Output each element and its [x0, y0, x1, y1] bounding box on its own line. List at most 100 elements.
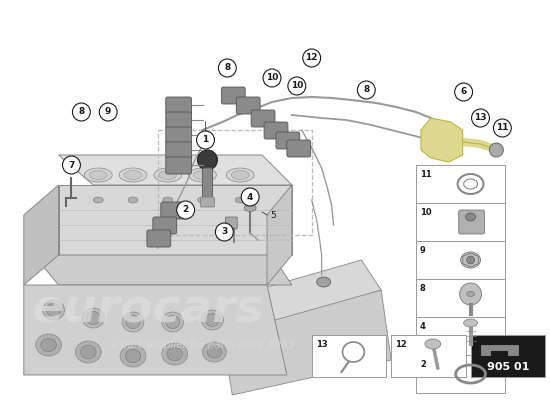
- Text: 7: 7: [68, 160, 75, 170]
- Circle shape: [466, 256, 475, 264]
- Ellipse shape: [235, 197, 245, 203]
- Circle shape: [303, 49, 321, 67]
- Circle shape: [73, 103, 90, 121]
- Ellipse shape: [162, 343, 188, 365]
- Ellipse shape: [89, 170, 107, 180]
- Ellipse shape: [126, 316, 140, 328]
- Ellipse shape: [464, 179, 477, 189]
- Ellipse shape: [201, 310, 223, 330]
- Circle shape: [63, 156, 80, 174]
- Text: 13: 13: [474, 114, 487, 122]
- Ellipse shape: [207, 346, 222, 358]
- Circle shape: [471, 109, 490, 127]
- FancyBboxPatch shape: [166, 127, 191, 144]
- Ellipse shape: [125, 350, 141, 362]
- FancyBboxPatch shape: [416, 203, 505, 241]
- FancyBboxPatch shape: [153, 217, 177, 234]
- Text: 10: 10: [290, 82, 303, 90]
- Ellipse shape: [194, 170, 211, 180]
- Ellipse shape: [227, 168, 254, 182]
- FancyBboxPatch shape: [312, 335, 386, 377]
- Ellipse shape: [128, 197, 138, 203]
- Ellipse shape: [84, 168, 112, 182]
- FancyBboxPatch shape: [166, 142, 191, 159]
- Polygon shape: [222, 290, 391, 395]
- Polygon shape: [24, 285, 287, 375]
- Circle shape: [288, 77, 306, 95]
- Text: 4: 4: [420, 322, 426, 331]
- Circle shape: [241, 188, 259, 206]
- Text: 9: 9: [105, 108, 111, 116]
- Text: 11: 11: [420, 170, 432, 179]
- Text: 8: 8: [224, 64, 230, 72]
- Text: 4: 4: [247, 192, 254, 202]
- Ellipse shape: [461, 252, 481, 268]
- FancyBboxPatch shape: [276, 132, 300, 149]
- Ellipse shape: [47, 304, 60, 316]
- Ellipse shape: [466, 292, 475, 296]
- FancyBboxPatch shape: [221, 87, 245, 104]
- FancyBboxPatch shape: [416, 165, 505, 203]
- Circle shape: [263, 69, 281, 87]
- Text: 12: 12: [395, 340, 407, 349]
- Circle shape: [490, 143, 503, 157]
- Text: 2: 2: [183, 206, 189, 214]
- Text: 11: 11: [496, 124, 509, 132]
- Polygon shape: [267, 185, 292, 285]
- Ellipse shape: [464, 319, 477, 327]
- Text: 3: 3: [221, 228, 228, 236]
- FancyBboxPatch shape: [416, 241, 505, 279]
- Ellipse shape: [189, 168, 216, 182]
- Text: 13: 13: [316, 340, 327, 349]
- Ellipse shape: [81, 345, 96, 358]
- FancyBboxPatch shape: [264, 122, 288, 139]
- Circle shape: [460, 283, 481, 305]
- FancyBboxPatch shape: [391, 335, 466, 377]
- FancyBboxPatch shape: [166, 97, 191, 114]
- Polygon shape: [222, 260, 381, 335]
- Ellipse shape: [197, 197, 207, 203]
- Text: 12: 12: [305, 54, 318, 62]
- Ellipse shape: [94, 197, 103, 203]
- Ellipse shape: [159, 170, 177, 180]
- Text: 2: 2: [420, 360, 426, 369]
- Ellipse shape: [163, 197, 173, 203]
- Ellipse shape: [202, 342, 227, 362]
- Text: 10: 10: [420, 208, 432, 217]
- Ellipse shape: [162, 312, 184, 332]
- Circle shape: [177, 201, 195, 219]
- FancyBboxPatch shape: [459, 210, 485, 234]
- Ellipse shape: [425, 339, 441, 349]
- FancyBboxPatch shape: [236, 97, 260, 114]
- Ellipse shape: [86, 312, 101, 324]
- Ellipse shape: [75, 341, 101, 363]
- Circle shape: [358, 81, 375, 99]
- FancyBboxPatch shape: [166, 112, 191, 129]
- FancyBboxPatch shape: [201, 197, 214, 207]
- Polygon shape: [421, 118, 463, 162]
- Ellipse shape: [119, 168, 147, 182]
- Ellipse shape: [120, 345, 146, 367]
- Ellipse shape: [124, 170, 142, 180]
- FancyBboxPatch shape: [166, 157, 191, 174]
- Circle shape: [493, 119, 512, 137]
- Polygon shape: [481, 345, 518, 355]
- FancyBboxPatch shape: [416, 317, 505, 355]
- Ellipse shape: [232, 170, 249, 180]
- Polygon shape: [34, 255, 292, 285]
- Text: 5: 5: [270, 210, 276, 220]
- Ellipse shape: [167, 347, 183, 361]
- Ellipse shape: [317, 277, 331, 287]
- FancyBboxPatch shape: [416, 279, 505, 317]
- Ellipse shape: [36, 334, 62, 356]
- Polygon shape: [58, 185, 292, 255]
- Text: 8: 8: [420, 284, 426, 293]
- Text: 9: 9: [420, 246, 426, 255]
- Circle shape: [99, 103, 117, 121]
- Circle shape: [455, 83, 472, 101]
- FancyBboxPatch shape: [202, 168, 212, 200]
- FancyBboxPatch shape: [416, 355, 505, 393]
- Ellipse shape: [43, 300, 64, 320]
- Circle shape: [197, 150, 217, 170]
- Ellipse shape: [41, 338, 56, 352]
